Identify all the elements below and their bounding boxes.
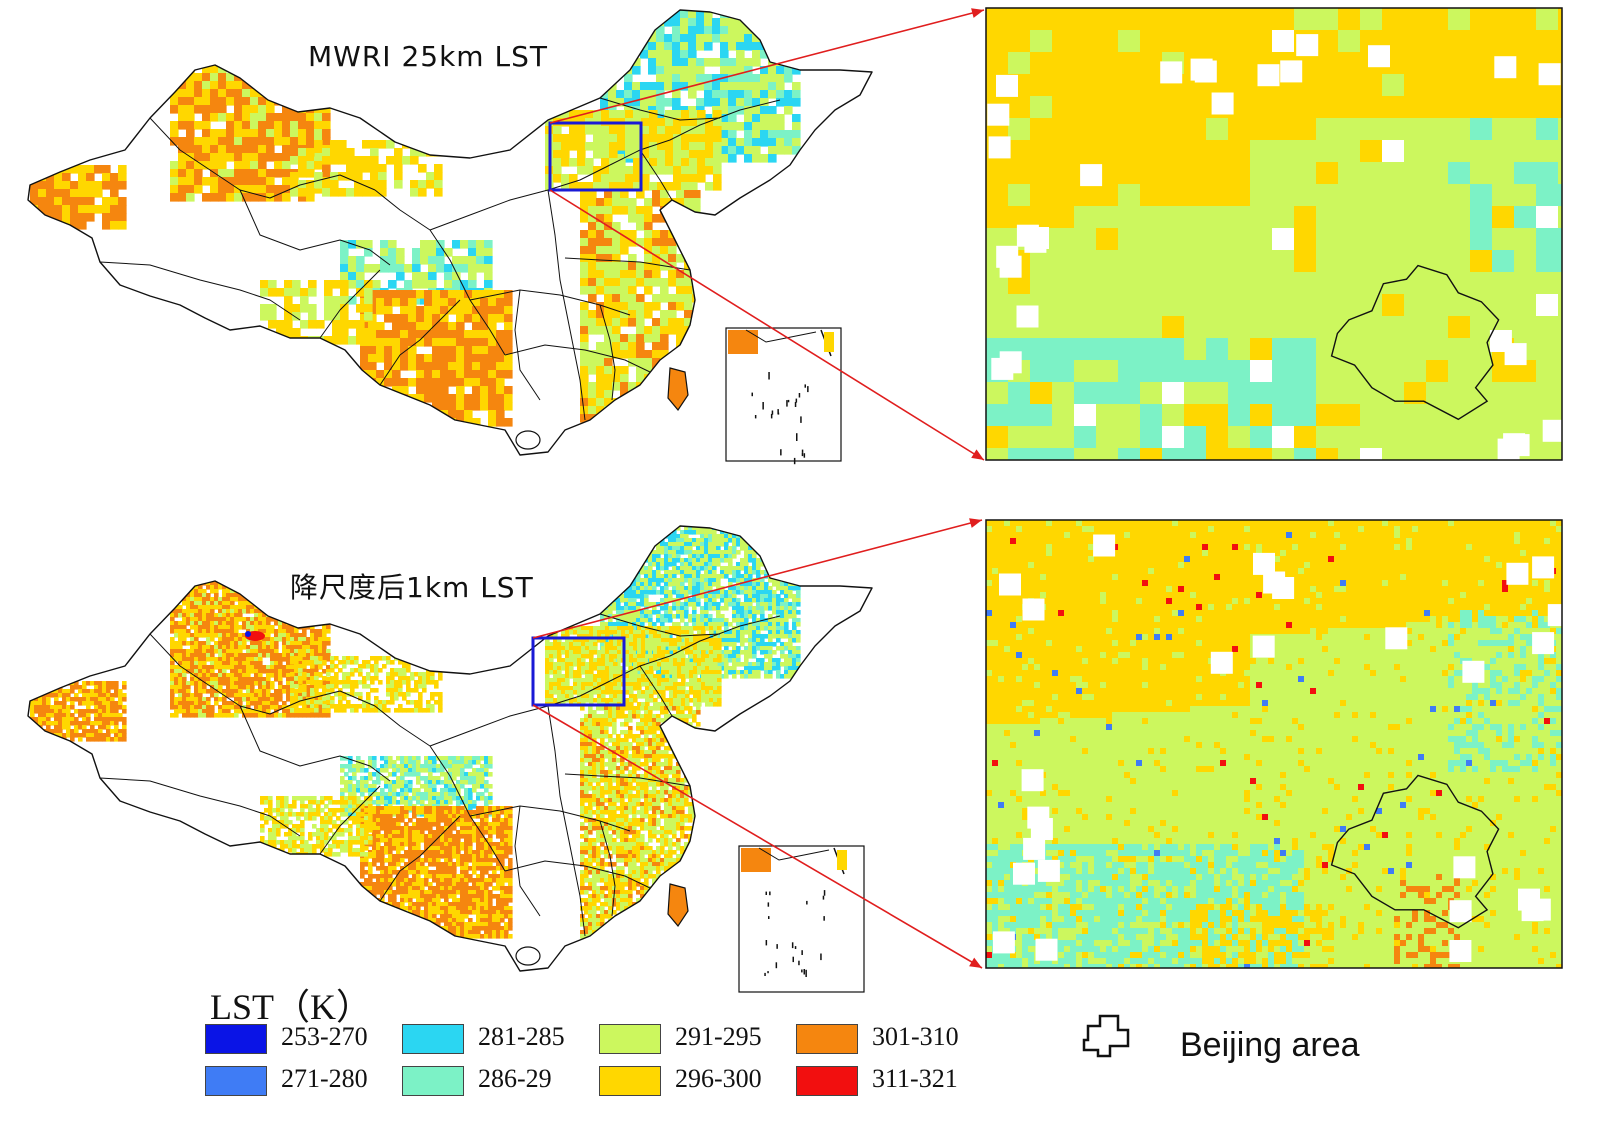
bottom-south-sea-inset: [738, 845, 865, 993]
legend-label: 311-321: [872, 1064, 958, 1093]
beijing-boundary: [1330, 264, 1500, 421]
legend-label: 296-300: [675, 1064, 762, 1093]
beijing-legend-label: Beijing area: [1180, 1026, 1360, 1064]
legend-swatch: [205, 1024, 267, 1054]
legend-swatch: [796, 1066, 858, 1096]
legend-swatch: [402, 1024, 464, 1054]
top-zoom-panel: [985, 7, 1565, 461]
legend-label: 281-285: [478, 1022, 565, 1051]
top-map: [27, 9, 873, 456]
legend-label: 286-29: [478, 1064, 552, 1093]
bottom-map-title: 降尺度后1km LST: [290, 571, 534, 604]
legend-label: 253-270: [281, 1022, 368, 1051]
legend-label: 271-280: [281, 1064, 368, 1093]
legend-swatch: [205, 1066, 267, 1096]
legend-title: LST（K）: [210, 987, 373, 1027]
top-region-box: [548, 121, 643, 192]
beijing-boundary: [1330, 774, 1500, 929]
beijing-outline-icon: [1082, 1014, 1130, 1058]
bottom-region-box: [531, 636, 626, 707]
zoom-connector-lines: [532, 8, 985, 969]
legend-swatch: [796, 1024, 858, 1054]
legend-label: 301-310: [872, 1022, 959, 1051]
legend-swatch: [402, 1066, 464, 1096]
top-south-sea-inset: [725, 327, 842, 465]
bottom-zoom-panel: [985, 519, 1570, 969]
legend-swatch: [599, 1066, 661, 1096]
legend-swatch: [599, 1024, 661, 1054]
legend-label: 291-295: [675, 1022, 762, 1051]
top-map-title: MWRI 25km LST: [308, 40, 548, 73]
